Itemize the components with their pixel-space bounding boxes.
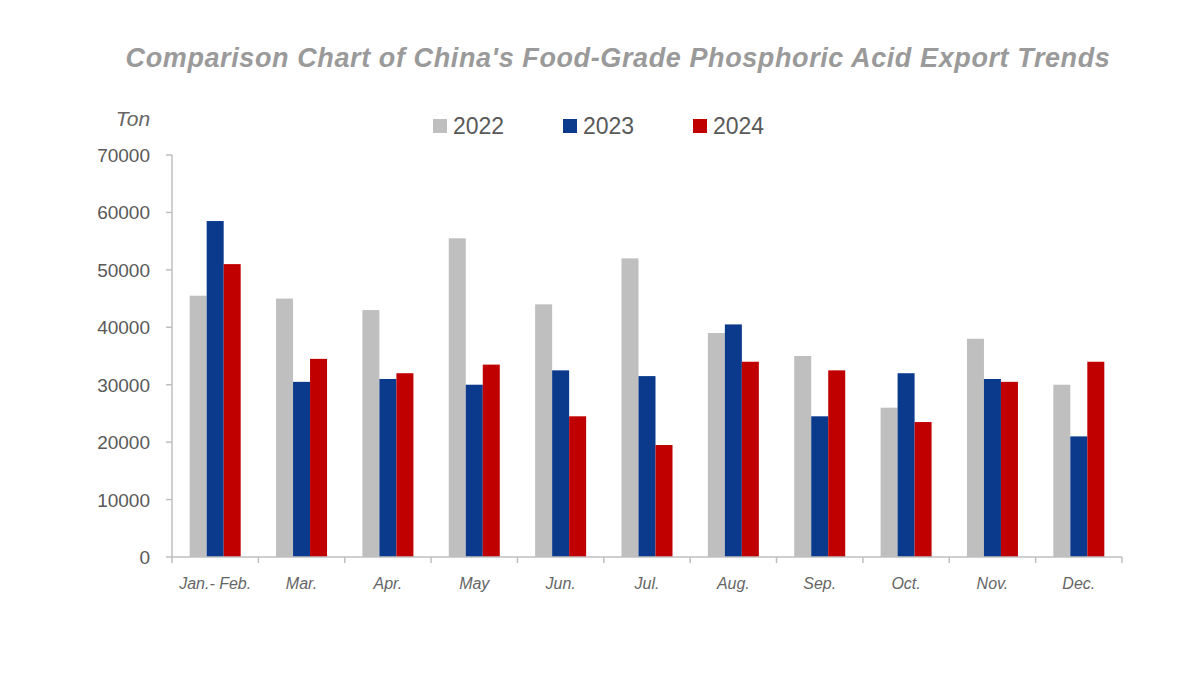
y-tick-label: 70000 xyxy=(97,145,150,166)
bar xyxy=(449,238,466,557)
bar xyxy=(276,299,293,557)
bar xyxy=(362,310,379,557)
bar xyxy=(967,339,984,557)
y-tick-label: 50000 xyxy=(97,260,150,281)
chart-svg: Comparison Chart of China's Food-Grade P… xyxy=(0,0,1200,675)
bar xyxy=(639,376,656,557)
x-tick-label: Aug. xyxy=(716,575,750,592)
bar xyxy=(1001,382,1018,557)
bars xyxy=(190,221,1105,557)
bar xyxy=(466,385,483,557)
legend-label: 2022 xyxy=(453,113,504,139)
bar xyxy=(708,333,725,557)
bar xyxy=(811,416,828,557)
y-tick xyxy=(166,327,172,329)
bar xyxy=(984,379,1001,557)
x-tick xyxy=(430,557,432,563)
bar xyxy=(190,296,207,557)
bar xyxy=(622,258,639,557)
x-tick xyxy=(1035,557,1037,563)
x-tick-label: Dec. xyxy=(1062,575,1095,592)
bar xyxy=(898,373,915,557)
x-tick-label: Oct. xyxy=(891,575,920,592)
y-tick xyxy=(166,384,172,386)
x-tick xyxy=(1121,557,1123,563)
bar xyxy=(396,373,413,557)
bar xyxy=(794,356,811,557)
x-axis-line xyxy=(172,556,1122,558)
x-tick xyxy=(603,557,605,563)
bar xyxy=(742,362,759,557)
y-tick-label: 0 xyxy=(139,547,150,568)
legend-item: 2024 xyxy=(693,113,764,139)
x-tick xyxy=(776,557,778,563)
legend-swatch xyxy=(693,119,707,133)
y-tick-label: 20000 xyxy=(97,432,150,453)
legend-item: 2023 xyxy=(563,113,634,139)
legend-item: 2022 xyxy=(433,113,504,139)
x-tick xyxy=(689,557,691,563)
bar xyxy=(483,365,500,557)
y-axis-line xyxy=(171,155,173,557)
x-tick xyxy=(517,557,519,563)
y-tick xyxy=(166,499,172,501)
bar xyxy=(310,359,327,557)
x-tick-label: May xyxy=(459,575,490,592)
legend-label: 2024 xyxy=(713,113,764,139)
x-tick xyxy=(171,557,173,563)
bar xyxy=(1070,436,1087,557)
legend-label: 2023 xyxy=(583,113,634,139)
bar xyxy=(535,304,552,557)
chart-container: Comparison Chart of China's Food-Grade P… xyxy=(0,0,1200,675)
x-tick-label: Jan.- Feb. xyxy=(178,575,251,592)
y-tick xyxy=(166,556,172,558)
legend-swatch xyxy=(433,119,447,133)
bar xyxy=(1087,362,1104,557)
bar xyxy=(656,445,673,557)
x-tick xyxy=(258,557,260,563)
y-tick xyxy=(166,154,172,156)
y-tick-label: 10000 xyxy=(97,490,150,511)
bar xyxy=(224,264,241,557)
x-tick-label: Jun. xyxy=(545,575,576,592)
bar xyxy=(828,370,845,557)
bar xyxy=(881,408,898,557)
y-tick xyxy=(166,269,172,271)
bar xyxy=(293,382,310,557)
bar xyxy=(379,379,396,557)
x-tick-label: Apr. xyxy=(373,575,403,592)
y-tick-label: 40000 xyxy=(97,317,150,338)
bar xyxy=(915,422,932,557)
x-tick xyxy=(862,557,864,563)
y-tick-label: 30000 xyxy=(97,375,150,396)
x-tick xyxy=(949,557,951,563)
y-axis-label: Ton xyxy=(116,107,150,130)
y-tick xyxy=(166,441,172,443)
bar xyxy=(1053,385,1070,557)
bar xyxy=(207,221,224,557)
bar xyxy=(552,370,569,557)
x-tick-label: Nov. xyxy=(977,575,1009,592)
bar xyxy=(569,416,586,557)
x-tick xyxy=(344,557,346,563)
title: Comparison Chart of China's Food-Grade P… xyxy=(126,43,1111,73)
x-tick-label: Sep. xyxy=(803,575,836,592)
y-tick-label: 60000 xyxy=(97,202,150,223)
bar xyxy=(725,324,742,557)
x-tick-label: Mar. xyxy=(286,575,317,592)
y-tick xyxy=(166,212,172,214)
x-tick-label: Jul. xyxy=(634,575,660,592)
legend-swatch xyxy=(563,119,577,133)
